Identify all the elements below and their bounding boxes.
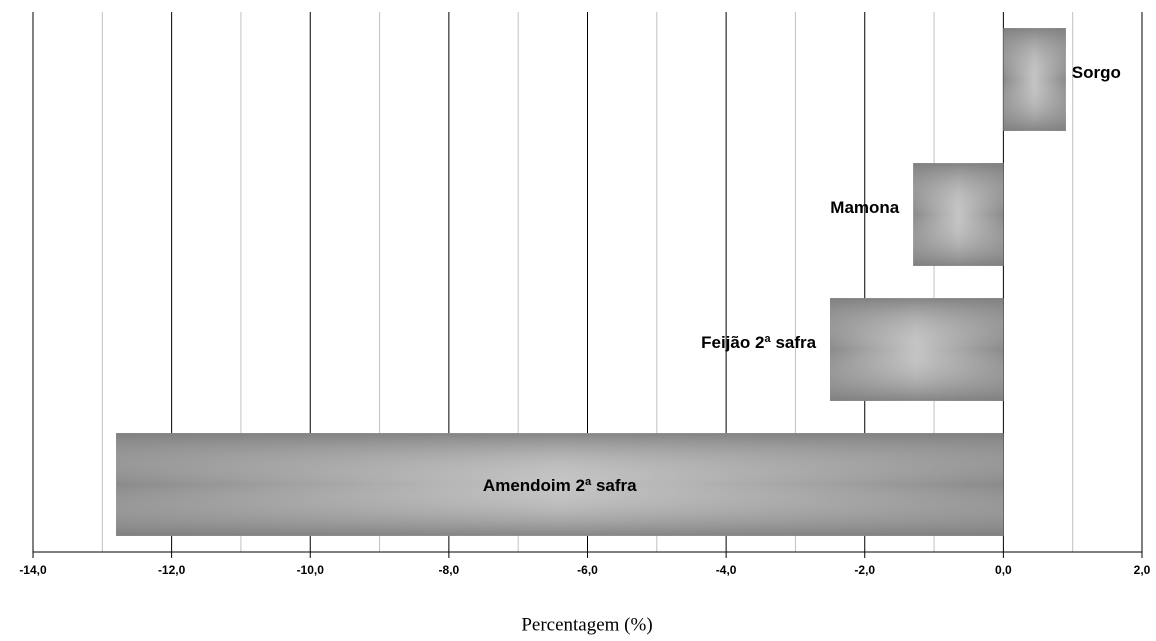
x-tick-label: 2,0 bbox=[1134, 563, 1151, 577]
bar-shade bbox=[116, 433, 1004, 536]
x-tick-label: -14,0 bbox=[19, 563, 47, 577]
x-tick-label: -8,0 bbox=[439, 563, 460, 577]
x-tick-label: 0,0 bbox=[995, 563, 1012, 577]
x-tick-label: -10,0 bbox=[297, 563, 325, 577]
x-axis-title: Percentagem (%) bbox=[521, 614, 652, 635]
x-tick-label: -4,0 bbox=[716, 563, 737, 577]
category-label: Sorgo bbox=[1072, 63, 1121, 82]
category-label: Mamona bbox=[830, 198, 900, 217]
bar-shade bbox=[830, 298, 1004, 401]
x-tick-label: -6,0 bbox=[577, 563, 598, 577]
bar-shade bbox=[913, 163, 1004, 266]
category-label: Amendoim 2ª safra bbox=[483, 476, 637, 495]
category-label: Feijão 2ª safra bbox=[701, 333, 817, 352]
x-tick-label: -12,0 bbox=[158, 563, 186, 577]
bar-shade bbox=[1003, 28, 1066, 131]
x-tick-label: -2,0 bbox=[854, 563, 875, 577]
